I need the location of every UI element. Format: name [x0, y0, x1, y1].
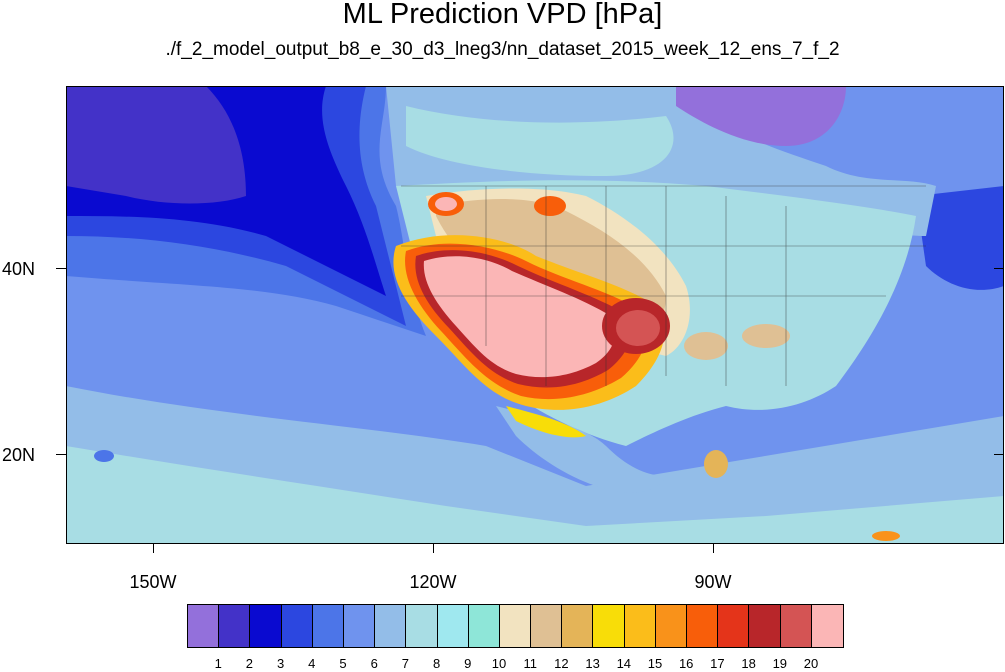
colorbar-swatch [749, 605, 781, 647]
colorbar-label: 11 [523, 656, 537, 671]
colorbar-swatch [531, 605, 563, 647]
colorbar-swatch [624, 605, 656, 647]
colorbar-swatch [655, 605, 687, 647]
colorbar-swatch [499, 605, 532, 647]
colorbar-label: 4 [308, 656, 316, 671]
colorbar-label: 14 [616, 656, 632, 671]
colorbar-label: 3 [276, 656, 285, 671]
colorbar-label: 20 [803, 656, 819, 671]
lon-label-120w: 120W [409, 572, 457, 592]
colorbar-swatch [281, 605, 313, 647]
lon-label-90w: 90W [694, 572, 732, 592]
colorbar-swatch [406, 605, 438, 647]
colorbar-swatch [437, 605, 469, 647]
colorbar-swatch [811, 605, 843, 647]
colorbar-swatch [562, 605, 594, 647]
chart-subtitle: ./f_2_model_output_b8_e_30_d3_lneg3/nn_d… [165, 39, 840, 60]
colorbar-swatch [593, 605, 625, 647]
colorbar-label: 12 [554, 656, 569, 671]
colorbar-swatch [687, 605, 719, 647]
colorbar-swatch [219, 605, 251, 647]
colorbar [187, 604, 844, 648]
colorbar-label: 16 [678, 656, 694, 671]
lat-label-20n: 20N [2, 445, 36, 465]
colorbar-swatch [188, 605, 220, 647]
colorbar-label: 18 [741, 656, 756, 671]
colorbar-label: 15 [647, 656, 663, 671]
colorbar-swatch [312, 605, 344, 647]
colorbar-label: 10 [491, 656, 507, 671]
colorbar-label: 13 [585, 656, 600, 671]
colorbar-swatch [250, 605, 282, 647]
colorbar-swatch [468, 605, 500, 647]
colorbar-label: 17 [710, 656, 725, 671]
colorbar-label: 1 [214, 656, 222, 671]
colorbar-label: 9 [464, 656, 472, 671]
colorbar-swatch [343, 605, 376, 647]
colorbar-label: 19 [772, 656, 788, 671]
vpd-map [66, 86, 1004, 544]
chart-title: ML Prediction VPD [hPa] [342, 0, 663, 30]
colorbar-label: 8 [432, 656, 441, 671]
lat-label-40n: 40N [2, 259, 36, 279]
colorbar-label: 2 [245, 656, 253, 671]
colorbar-label: 6 [370, 656, 378, 671]
colorbar-swatch [780, 605, 812, 647]
colorbar-swatch [375, 605, 407, 647]
colorbar-label: 5 [339, 656, 347, 671]
colorbar-label: 7 [401, 656, 409, 671]
lon-label-150w: 150W [129, 572, 177, 592]
colorbar-swatch [718, 605, 750, 647]
